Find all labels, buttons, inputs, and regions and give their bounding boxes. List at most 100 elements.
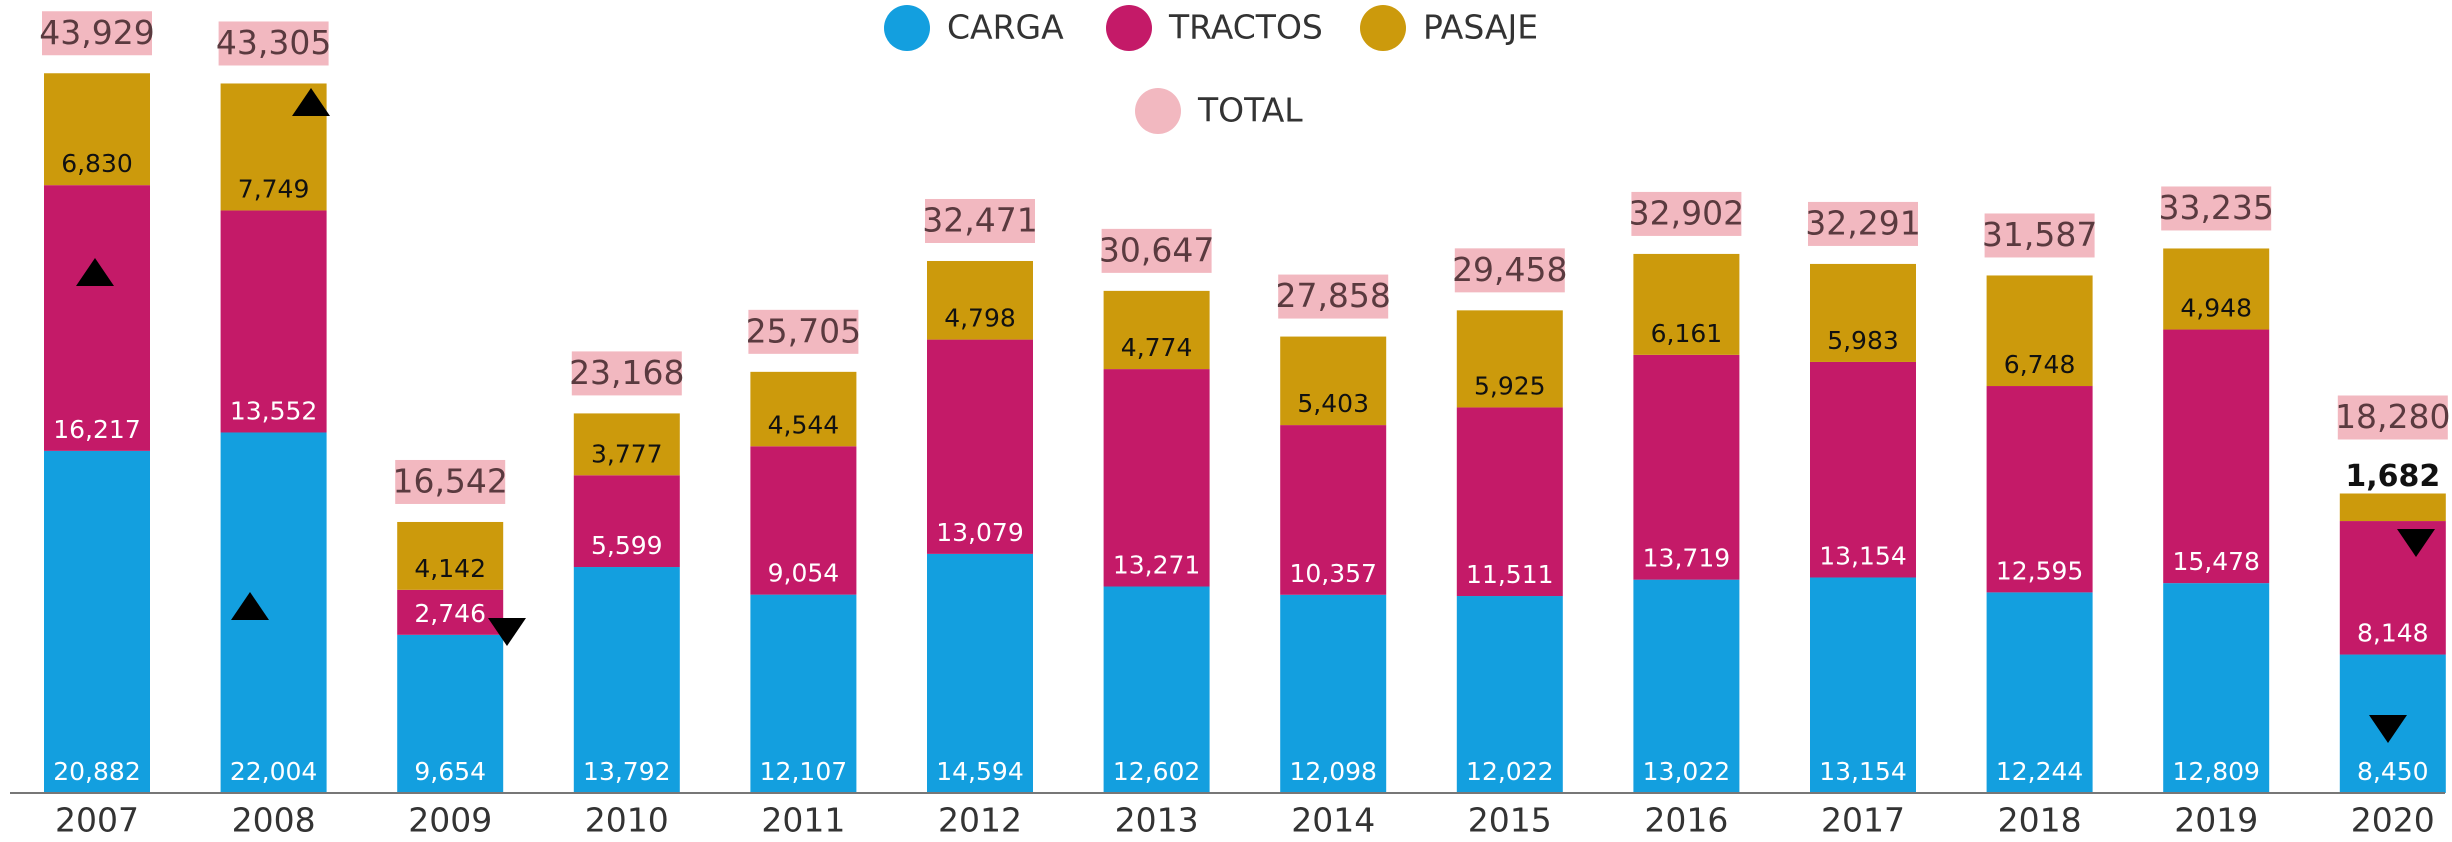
legend-swatch xyxy=(884,5,930,51)
value-label: 13,719 xyxy=(1643,544,1730,573)
value-label: 10,357 xyxy=(1289,559,1376,588)
x-tick-label: 2015 xyxy=(1468,801,1552,840)
value-label: 4,142 xyxy=(414,554,486,583)
x-tick-label: 2012 xyxy=(938,801,1022,840)
bar-segment xyxy=(397,521,504,590)
total-label: 29,458 xyxy=(1452,250,1567,289)
legend-swatch xyxy=(1106,5,1152,51)
value-label: 4,798 xyxy=(944,304,1016,333)
bar-segment xyxy=(1280,336,1387,426)
bar-segment xyxy=(2163,248,2270,330)
bar-segment xyxy=(1810,577,1916,793)
value-label: 4,544 xyxy=(768,410,840,439)
bar-segment xyxy=(1810,361,1916,578)
value-label: 7,749 xyxy=(238,174,310,203)
value-label: 5,599 xyxy=(591,531,663,560)
value-label: 16,217 xyxy=(53,415,140,444)
bar-segment xyxy=(2163,583,2270,793)
total-label-bg xyxy=(748,309,859,354)
value-label: 6,830 xyxy=(61,149,133,178)
bar-segment xyxy=(2339,521,2446,655)
x-tick-label: 2019 xyxy=(2174,801,2258,840)
bar-segment xyxy=(1103,369,1210,587)
total-label: 31,587 xyxy=(1982,215,2097,254)
total-label-bg xyxy=(2337,395,2448,440)
total-label: 27,858 xyxy=(1275,276,1390,315)
bar-segment xyxy=(1810,263,1916,362)
x-tick-label: 2013 xyxy=(1115,801,1199,840)
legend-swatch xyxy=(1135,88,1181,134)
x-tick-label: 2010 xyxy=(585,801,669,840)
total-label-bg xyxy=(42,11,152,56)
bar-segment xyxy=(44,185,150,451)
value-label: 13,792 xyxy=(583,757,670,786)
x-tick-label: 2018 xyxy=(1998,801,2082,840)
down-arrow xyxy=(2369,715,2407,743)
total-label: 43,929 xyxy=(39,13,154,52)
value-label: 20,882 xyxy=(53,757,140,786)
x-tick-label: 2014 xyxy=(1291,801,1375,840)
value-label: 11,511 xyxy=(1466,560,1553,589)
total-label: 32,291 xyxy=(1805,203,1920,242)
bar-segment xyxy=(750,594,857,793)
bar-segment xyxy=(1103,290,1210,370)
value-label: 13,552 xyxy=(230,396,317,425)
bar-segment xyxy=(2163,329,2270,584)
bar-segment xyxy=(1456,407,1563,597)
x-tick-label: 2017 xyxy=(1821,801,1905,840)
value-label: 13,154 xyxy=(1819,757,1906,786)
total-label: 33,235 xyxy=(2158,188,2273,227)
value-label: 4,774 xyxy=(1121,333,1193,362)
value-label: 5,925 xyxy=(1474,371,1546,400)
total-label: 25,705 xyxy=(746,311,861,350)
value-label: 12,107 xyxy=(760,757,847,786)
total-label-bg xyxy=(1454,248,1565,293)
x-tick-label: 2008 xyxy=(232,801,316,840)
value-label: 1,682 xyxy=(2345,459,2440,494)
bar-segment xyxy=(220,210,327,433)
value-label: 12,022 xyxy=(1466,757,1553,786)
bar-segment xyxy=(1986,386,2093,593)
bar-segment xyxy=(1633,579,1740,793)
total-label-bg xyxy=(1808,201,1918,246)
legend-swatch xyxy=(1360,5,1406,51)
value-label: 5,403 xyxy=(1297,389,1369,418)
value-label: 12,244 xyxy=(1996,757,2083,786)
value-label: 22,004 xyxy=(230,757,317,786)
value-label: 12,809 xyxy=(2172,757,2259,786)
bar-segment xyxy=(1986,592,2093,793)
value-label: 2,746 xyxy=(414,599,486,628)
total-label-bg xyxy=(395,459,506,504)
bar-segment xyxy=(1280,594,1387,793)
bar-segment xyxy=(927,260,1033,340)
value-label: 9,054 xyxy=(768,559,840,588)
bar-segment xyxy=(573,567,680,793)
bar-segment xyxy=(1456,310,1563,408)
value-label: 13,154 xyxy=(1819,541,1906,570)
value-label: 12,595 xyxy=(1996,556,2083,585)
total-label-bg xyxy=(218,21,329,66)
legend-label: TRACTOS xyxy=(1168,8,1323,47)
value-label: 4,948 xyxy=(2180,294,2252,323)
value-label: 14,594 xyxy=(936,757,1023,786)
bar-segment xyxy=(2339,493,2446,522)
bar-segment xyxy=(750,371,857,447)
x-tick-label: 2007 xyxy=(55,801,139,840)
total-label: 18,280 xyxy=(2335,397,2450,436)
up-arrow xyxy=(231,592,269,620)
bar-segment xyxy=(927,339,1033,554)
bar-segment xyxy=(750,446,857,595)
value-label: 13,271 xyxy=(1113,551,1200,580)
total-label: 16,542 xyxy=(392,461,507,500)
bar-segment xyxy=(573,413,680,476)
value-label: 3,777 xyxy=(591,439,663,468)
total-label: 23,168 xyxy=(569,353,684,392)
value-label: 12,602 xyxy=(1113,757,1200,786)
bar-segment xyxy=(1280,425,1387,595)
x-tick-label: 2011 xyxy=(761,801,845,840)
value-label: 8,450 xyxy=(2357,757,2429,786)
up-arrow xyxy=(76,258,114,286)
up-arrow xyxy=(292,88,330,116)
legend-label: TOTAL xyxy=(1197,91,1303,130)
total-label: 43,305 xyxy=(216,23,331,62)
